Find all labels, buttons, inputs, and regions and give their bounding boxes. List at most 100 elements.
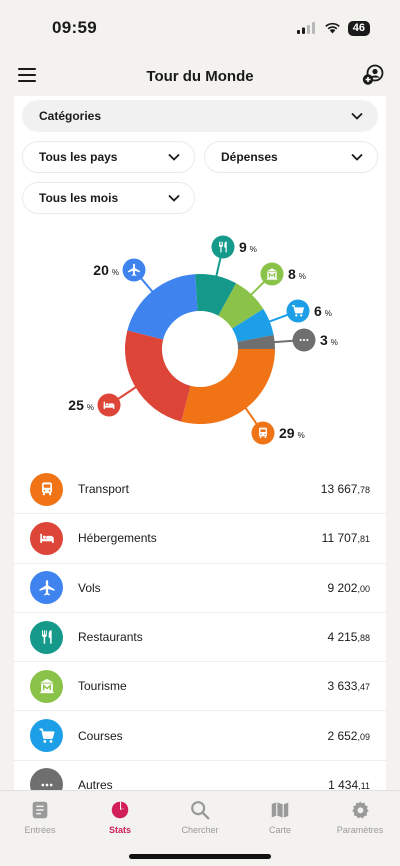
category-row[interactable]: Courses 2 652,09 <box>14 711 386 761</box>
status-time: 09:59 <box>52 18 97 37</box>
category-row[interactable]: Hébergements 11 707,81 <box>14 514 386 564</box>
amount-decimal: ,09 <box>357 731 370 742</box>
signal-icon <box>296 22 315 34</box>
home-indicator <box>129 854 271 859</box>
gear-icon <box>352 801 369 819</box>
category-list: Transport 13 667,78 Hébergements 11 707,81 V… <box>14 465 386 790</box>
slice-percent-unit: % <box>331 338 338 347</box>
chevron-down-icon <box>168 153 180 161</box>
bed-icon <box>30 521 63 555</box>
categories-dropdown-label: Catégories <box>39 109 102 123</box>
tab-label: Chercher <box>181 825 219 835</box>
battery-indicator: 46 <box>347 20 370 36</box>
menu-button[interactable] <box>18 68 36 82</box>
category-amount: 11 707,81 <box>322 531 370 545</box>
amount-integer: 1 434 <box>328 777 359 790</box>
tab-map[interactable]: Carte <box>240 791 320 866</box>
slice-percent-label: 9% <box>239 239 257 255</box>
category-name: Hébergements <box>78 531 157 546</box>
slice-percent-unit: % <box>299 272 306 281</box>
donut-hole <box>169 318 231 380</box>
donut-slice-courses[interactable] <box>232 308 274 342</box>
donut-chart-svg: 29 %25 %20 %9 %8 %6 %3% <box>68 235 338 445</box>
countries-dropdown-label: Tous les pays <box>39 150 118 164</box>
tab-label: Entrées <box>24 825 56 835</box>
slice-percent-value: 6 <box>314 303 322 319</box>
donut-slice-autres[interactable] <box>237 334 275 349</box>
type-dropdown-label: Dépenses <box>221 150 278 164</box>
tab-stats[interactable]: Stats <box>80 791 160 866</box>
category-name: Courses <box>78 728 123 743</box>
slice-percent-label: 8% <box>288 266 306 282</box>
slice-percent-value: 3 <box>320 332 328 348</box>
category-row[interactable]: Transport 13 667,78 <box>14 465 386 515</box>
tab-label: Stats <box>108 825 131 835</box>
amount-decimal: ,88 <box>357 633 370 644</box>
amount-decimal: ,78 <box>357 485 370 496</box>
countries-dropdown[interactable]: Tous les pays <box>22 141 195 173</box>
slice-percent-value: 20 <box>93 262 109 278</box>
category-row[interactable]: Autres 1 434,11 <box>14 761 386 790</box>
donut-slice-vols[interactable] <box>127 274 198 340</box>
tab-search[interactable]: Chercher <box>160 791 240 866</box>
category-amount: 1 434,11 <box>328 778 370 790</box>
donut-slice-hbergements[interactable] <box>125 330 191 422</box>
museum-icon <box>260 262 284 286</box>
slice-percent-unit: % <box>298 431 305 440</box>
months-dropdown[interactable]: Tous les mois <box>22 182 195 214</box>
map-icon <box>271 802 289 818</box>
category-name: Autres <box>78 777 113 790</box>
profile-add-icon[interactable] <box>362 64 384 86</box>
categories-dropdown[interactable]: Catégories <box>22 100 378 132</box>
amount-decimal: ,00 <box>357 583 370 594</box>
category-amount: 2 652,09 <box>327 729 370 743</box>
pie-chart-icon <box>111 801 129 819</box>
donut-slice-transport[interactable] <box>181 349 276 424</box>
category-donut-chart: 29% 25% 20% 9% 8% 6% 3% <box>14 232 386 452</box>
plane-icon <box>122 258 146 282</box>
slice-percent-label: 6% <box>314 303 332 319</box>
stats-content: Catégories Tous les pays Dépenses Tous l… <box>14 96 386 790</box>
donut-slice-tourisme[interactable] <box>218 283 264 329</box>
more-icon <box>292 328 316 352</box>
chevron-down-icon <box>351 112 363 120</box>
bus-icon <box>30 472 63 506</box>
slice-percent-label: 20% <box>93 262 119 278</box>
amount-integer: 4 215 <box>327 630 358 645</box>
months-dropdown-label: Tous les mois <box>39 191 119 205</box>
category-row[interactable]: Restaurants 4 215,88 <box>14 613 386 663</box>
amount-decimal: ,47 <box>357 682 370 693</box>
tab-settings[interactable]: Paramètres <box>320 791 400 866</box>
category-amount: 13 667,78 <box>321 482 370 496</box>
amount-integer: 9 202 <box>327 580 358 595</box>
tab-label: Carte <box>268 825 291 835</box>
category-name: Transport <box>78 482 129 497</box>
category-amount: 4 215,88 <box>327 630 370 644</box>
tab-entries[interactable]: Entrées <box>0 791 80 866</box>
category-amount: 3 633,47 <box>327 679 370 693</box>
category-row[interactable]: Vols 9 202,00 <box>14 564 386 613</box>
amount-integer: 13 667 <box>320 482 358 497</box>
type-dropdown[interactable]: Dépenses <box>204 141 378 173</box>
museum-icon <box>30 669 63 703</box>
tab-label: Paramètres <box>336 825 384 835</box>
donut-slice-restaurants[interactable] <box>195 274 237 316</box>
amount-integer: 11 707 <box>321 531 358 546</box>
entries-icon <box>32 801 48 819</box>
category-row[interactable]: Tourisme 3 633,47 <box>14 662 386 712</box>
navigation-bar: Tour du Monde <box>0 58 400 94</box>
category-name: Restaurants <box>78 630 143 645</box>
cart-icon <box>286 299 310 323</box>
hamburger-line <box>18 68 36 70</box>
status-icons: 46 <box>296 20 370 36</box>
more-icon <box>30 768 63 790</box>
fork-knife-icon <box>30 620 63 654</box>
category-name: Vols <box>78 580 101 595</box>
hamburger-line <box>18 74 36 76</box>
amount-integer: 2 652 <box>327 728 358 743</box>
tab-bar: Entrées Stats Chercher Carte Paramètres <box>0 790 400 866</box>
chevron-down-icon <box>168 194 180 202</box>
plane-icon <box>30 571 63 605</box>
slice-percent-unit: % <box>250 245 257 254</box>
page-title: Tour du Monde <box>146 67 254 85</box>
